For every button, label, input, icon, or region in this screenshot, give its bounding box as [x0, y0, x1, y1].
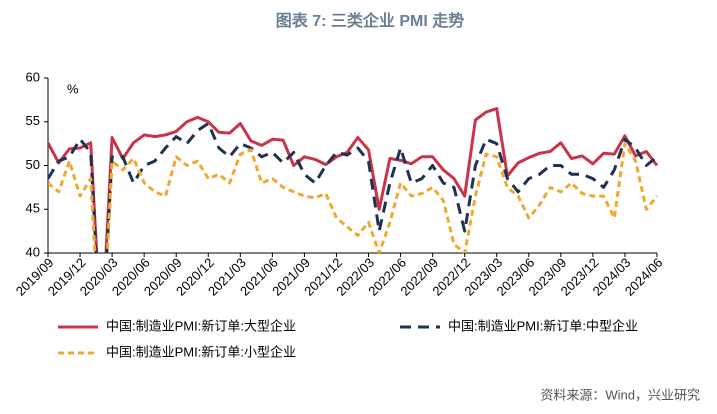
y-tick-label: 50 — [26, 157, 40, 172]
chart-title: 图表 7: 三类企业 PMI 走势 — [276, 11, 464, 30]
plot-lines — [48, 107, 659, 253]
source: 资料来源：Wind，兴业研究 — [540, 387, 700, 402]
legend-label: 中国:制造业PMI:新订单:大型企业 — [106, 318, 296, 333]
series-line — [48, 107, 659, 253]
legend-label: 中国:制造业PMI:新订单:中型企业 — [448, 318, 638, 333]
y-tick-label: 40 — [26, 244, 40, 259]
series-line — [48, 142, 659, 253]
y-tick-label: 45 — [26, 201, 40, 216]
series-line — [48, 122, 658, 253]
y-tick-label: 60 — [26, 69, 40, 84]
legend-label: 中国:制造业PMI:新订单:小型企业 — [106, 344, 296, 359]
y-unit: % — [67, 81, 79, 96]
y-tick-label: 55 — [26, 113, 40, 128]
